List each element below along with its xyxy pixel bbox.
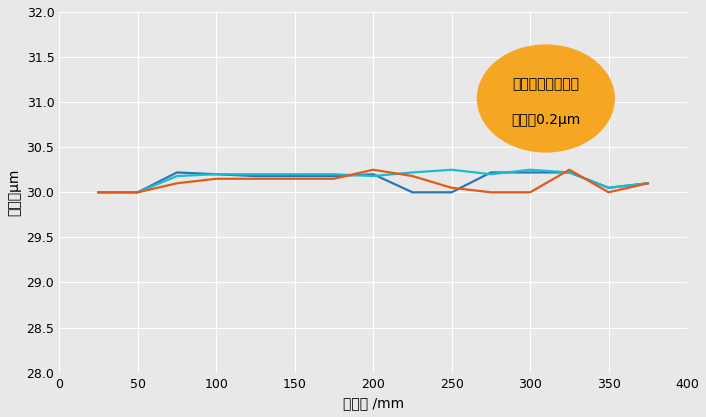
Text: （板厚高精度材）: （板厚高精度材）	[513, 77, 580, 91]
X-axis label: 幅位置 /mm: 幅位置 /mm	[342, 396, 404, 410]
Y-axis label: 板厚／µm: 板厚／µm	[7, 168, 21, 216]
Ellipse shape	[477, 44, 615, 153]
Text: 偏差：0.2µm: 偏差：0.2µm	[511, 113, 580, 127]
